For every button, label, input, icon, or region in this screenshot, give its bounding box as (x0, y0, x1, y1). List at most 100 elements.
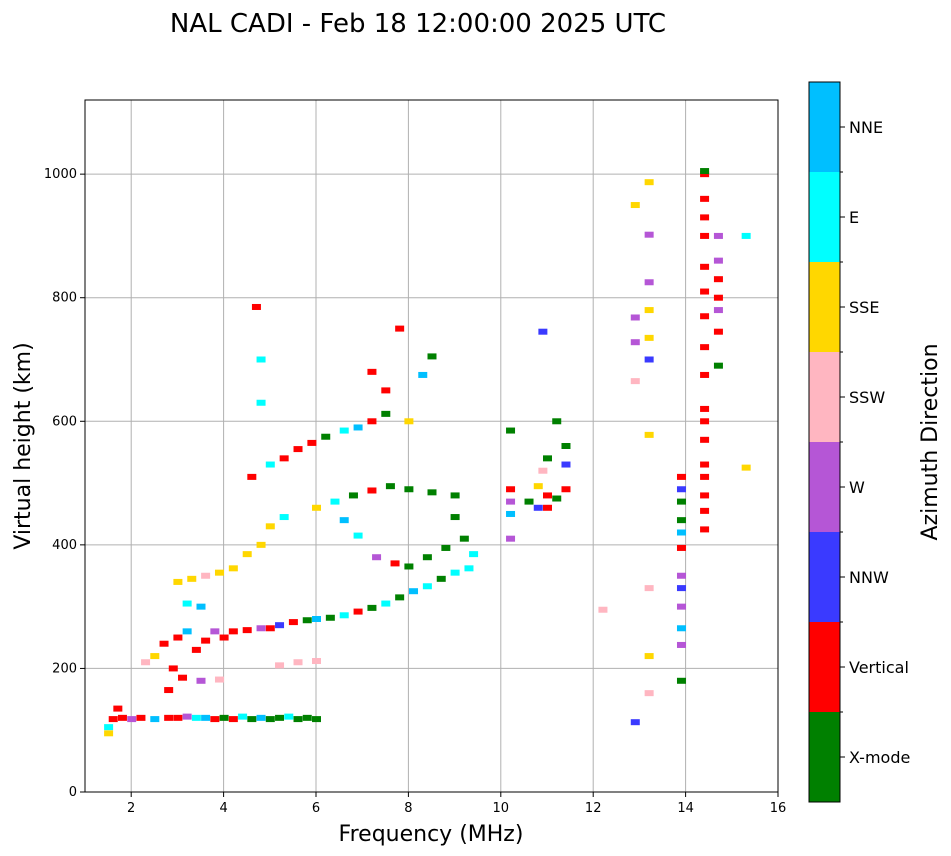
x-tick-label: 12 (585, 801, 602, 816)
series-group (173, 303, 460, 610)
colorbar-tick-label: X-mode (849, 748, 910, 767)
echo-point (644, 431, 654, 438)
echo-point (676, 572, 686, 579)
azimuth-colorbar: X-mode Vertical NNW W SSW SSE E NNE (808, 81, 910, 803)
echo-point (506, 510, 516, 517)
echo-point (228, 565, 238, 572)
echo-point (265, 461, 275, 468)
echo-point (182, 600, 192, 607)
echo-point (741, 464, 751, 471)
echo-point (367, 604, 377, 611)
echo-point (644, 585, 654, 592)
echo-point (312, 716, 321, 723)
echo-point (191, 714, 201, 721)
echo-point (339, 427, 349, 434)
colorbar-tick-label: SSW (849, 388, 885, 407)
x-axis-ticks: 2 4 6 8 10 12 14 16 (127, 792, 786, 816)
colorbar-segment (809, 82, 840, 172)
x-tick-label: 14 (677, 801, 694, 816)
echo-point (538, 467, 548, 474)
echo-point (104, 724, 114, 731)
echo-point (644, 653, 654, 660)
echo-point (598, 606, 608, 613)
series-group (506, 328, 571, 542)
echo-point (644, 231, 654, 238)
echo-point (275, 714, 285, 721)
echo-point (168, 665, 178, 672)
echo-point (700, 171, 710, 178)
echo-point (644, 356, 654, 363)
echo-point (247, 473, 257, 480)
echo-point (367, 368, 377, 375)
echo-point (676, 486, 686, 493)
echo-point (552, 495, 562, 502)
colorbar-segment (809, 712, 840, 802)
echo-point (256, 356, 266, 363)
echo-point (506, 427, 516, 434)
echo-point (113, 705, 123, 712)
echo-point (219, 714, 229, 721)
y-tick-label: 1000 (44, 167, 77, 182)
colorbar-tick-label: NNW (849, 568, 889, 587)
echo-point (210, 716, 220, 723)
colorbar-frame (808, 81, 841, 803)
echo-point (247, 716, 257, 723)
echo-point (713, 328, 723, 335)
y-tick-label: 600 (52, 414, 77, 429)
echo-point (713, 307, 723, 314)
echo-point (700, 313, 710, 320)
echo-point (381, 387, 391, 394)
echo-point (676, 603, 686, 610)
echo-point (533, 483, 543, 490)
echo-point (630, 378, 640, 385)
echo-point (404, 563, 414, 570)
echo-point (700, 526, 710, 533)
echo-point (538, 328, 548, 335)
echo-point (700, 507, 710, 514)
echo-point (543, 455, 552, 462)
echo-point (561, 486, 571, 493)
echo-point (676, 677, 686, 684)
echo-point (339, 612, 349, 619)
echo-point (256, 399, 266, 406)
echo-point (700, 232, 710, 239)
echo-point (182, 628, 192, 635)
colorbar-tick-label: SSE (849, 298, 879, 317)
echo-point (450, 569, 460, 576)
echo-point (561, 443, 571, 449)
colorbar-tick-label: NNE (849, 118, 883, 137)
echo-point (353, 532, 363, 539)
colorbar-tick-label: Vertical (849, 658, 909, 677)
echo-point (700, 195, 710, 202)
echo-point (700, 405, 710, 412)
echo-point (173, 714, 183, 721)
echo-point (450, 492, 460, 499)
echo-point (469, 551, 479, 558)
y-tick-label: 0 (69, 785, 77, 800)
echo-point (201, 637, 211, 644)
echo-point (741, 232, 751, 239)
plot-frame (84, 99, 779, 793)
echo-point (676, 641, 686, 648)
echo-point (676, 473, 686, 480)
echo-point (219, 634, 229, 641)
echo-point (265, 716, 275, 723)
echo-point (700, 288, 710, 295)
echo-point (164, 687, 174, 694)
colorbar-segment (809, 172, 840, 262)
echo-point (302, 617, 312, 624)
echo-point (381, 600, 391, 607)
echo-point (321, 433, 331, 440)
colorbar-segment (809, 622, 840, 712)
echo-point (464, 565, 474, 572)
echo-point (293, 716, 303, 723)
echo-point (242, 627, 252, 634)
echo-point (214, 569, 224, 576)
x-tick-label: 10 (493, 801, 510, 816)
echo-point (293, 446, 303, 453)
echo-point (108, 716, 118, 723)
echo-point (191, 646, 201, 653)
echo-point (427, 489, 437, 496)
echo-point (644, 334, 654, 341)
echo-point (150, 653, 160, 660)
